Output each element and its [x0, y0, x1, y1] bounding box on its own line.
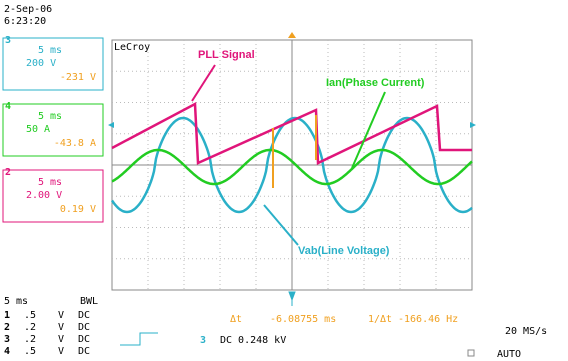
channel-rows: 1 .5 V DC 2 .2 V DC 3 .2 V DC 4 .5 V DC [4, 310, 90, 357]
channel-offset: 0.19 V [60, 204, 96, 215]
row-cell: DC [78, 310, 90, 321]
bwl: BWL [80, 296, 98, 307]
channel-timebase: 5 ms [38, 111, 62, 122]
mode: AUTO [497, 349, 521, 360]
row-cell: V [58, 346, 64, 357]
page: 2-Sep-06 6:23:20 LeCroy PLL Signal Ian(P… [0, 0, 568, 361]
channel-offset: -231 V [60, 72, 96, 83]
row-cell: .2 [24, 334, 36, 345]
frequency: -166.46 Hz [398, 314, 458, 325]
timebase: 5 ms [4, 296, 28, 307]
row-cell: 3 [4, 334, 10, 345]
annotation: PLL Signal [198, 49, 255, 61]
channel-timebase: 5 ms [38, 177, 62, 188]
row-cell: V [58, 310, 64, 321]
row-cell: DC [78, 322, 90, 333]
channel-scale: 200 V [26, 58, 56, 69]
row-cell: 2 [4, 322, 10, 333]
row-cell: 1 [4, 310, 10, 321]
scope-screen: 2-Sep-06 6:23:20 LeCroy PLL Signal Ian(P… [0, 0, 568, 361]
checkbox [468, 350, 474, 356]
time: 6:23:20 [4, 16, 46, 27]
trigger-channel: 3 [200, 335, 206, 346]
inv-label: 1/Δt [368, 314, 392, 325]
row-cell: 4 [4, 346, 10, 357]
channel-id: 2 [5, 167, 11, 178]
trigger-marker [289, 292, 295, 306]
channel-timebase: 5 ms [38, 45, 62, 56]
date: 2-Sep-06 [4, 4, 52, 15]
annotation: Vab(Line Voltage) [298, 245, 390, 257]
row-cell: DC [78, 334, 90, 345]
channel-id: 4 [5, 101, 11, 112]
sample-rate: 20 MS/s [505, 326, 547, 337]
row-cell: DC [78, 346, 90, 357]
channel-id: 3 [5, 35, 11, 46]
trigger-marker [288, 32, 296, 38]
row-cell: .2 [24, 322, 36, 333]
channel-offset: -43.8 A [54, 138, 96, 149]
annotation: Ian(Phase Current) [326, 77, 425, 89]
trigger: DC 0.248 kV [220, 335, 286, 346]
row-cell: V [58, 334, 64, 345]
trigger-icon [120, 333, 158, 345]
row-cell: .5 [24, 346, 36, 357]
delta-label: Δt [230, 314, 242, 325]
row-cell: .5 [24, 310, 36, 321]
channel-boxes: 3 5 ms 200 V -231 V 4 5 ms 50 A -43.8 A 2 5 ms 2.0… [3, 35, 103, 222]
row-cell: V [58, 322, 64, 333]
brand: LeCroy [114, 42, 150, 53]
channel-scale: 50 A [26, 124, 50, 135]
channel-scale: 2.00 V [26, 190, 62, 201]
delta: -6.08755 ms [270, 314, 336, 325]
